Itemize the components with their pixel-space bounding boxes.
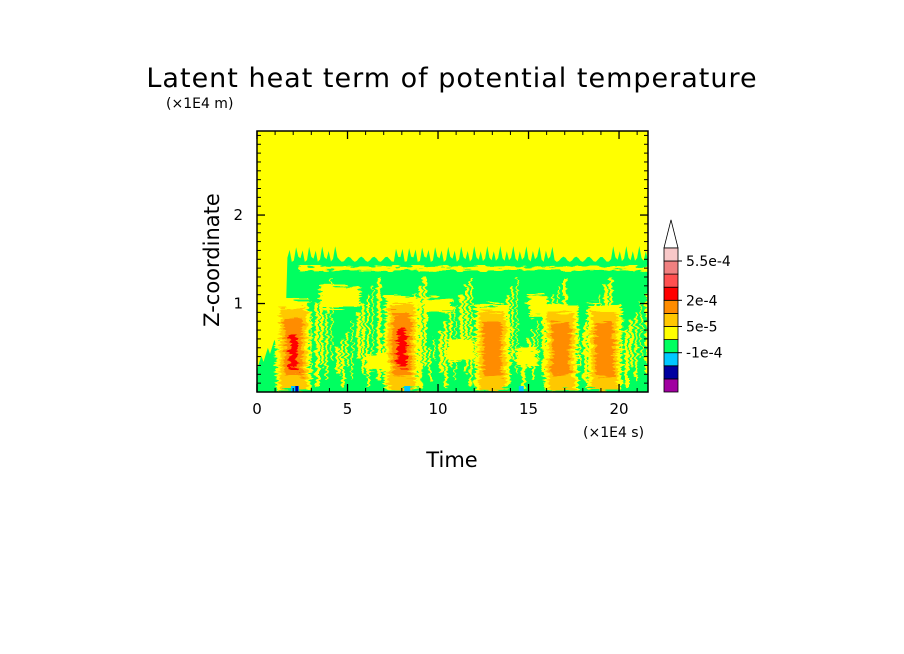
- yellow-patch: [528, 294, 547, 317]
- colorbar-level: [663, 339, 679, 354]
- colorbar-level: [663, 378, 679, 393]
- convective-event: [475, 304, 510, 391]
- streak: [310, 312, 312, 374]
- colorbar-label: 5e-5: [686, 320, 717, 336]
- streak: [537, 321, 539, 360]
- streak: [336, 347, 340, 374]
- streak: [459, 294, 464, 360]
- x-tick-label: 15: [519, 400, 538, 418]
- streak: [516, 277, 518, 374]
- streak: [635, 312, 638, 381]
- streak: [521, 347, 526, 388]
- streak: [315, 303, 319, 388]
- colorbar-level: [663, 326, 679, 341]
- streak: [583, 321, 588, 381]
- convective-event: [384, 295, 419, 391]
- streak: [434, 338, 436, 360]
- streak: [624, 330, 629, 388]
- streak: [444, 321, 448, 388]
- x-axis-title: Time: [425, 448, 477, 472]
- streak: [356, 312, 361, 360]
- colorbar-level: [663, 273, 679, 288]
- streak: [382, 347, 386, 360]
- streak: [578, 330, 580, 367]
- yellow-patch: [447, 338, 475, 362]
- yellow-patch: [320, 285, 361, 308]
- event-red: [397, 328, 406, 368]
- y-tick-label: 1: [233, 295, 243, 313]
- axes: 0 5 10 15 20 1 2: [233, 131, 648, 418]
- x-tick-label: 20: [609, 400, 628, 418]
- chart-title: Latent heat term of potential temperatur…: [146, 63, 757, 94]
- event-orange: [552, 322, 571, 377]
- colorbar-level: [663, 286, 679, 301]
- yellow-patch: [515, 347, 538, 366]
- colorbar-level: [663, 365, 679, 380]
- colorbar-extend-arrow: [663, 219, 679, 249]
- streak: [423, 277, 427, 367]
- streak: [346, 330, 349, 367]
- streak: [418, 285, 423, 388]
- streak: [367, 294, 369, 388]
- heatmap-field: [257, 131, 648, 392]
- convective-event: [276, 299, 311, 391]
- colorbar-level: [663, 312, 679, 327]
- yellow-patch: [423, 298, 453, 311]
- x-tick-label: 10: [428, 400, 447, 418]
- x-tick-label: 0: [252, 400, 262, 418]
- streak: [439, 330, 443, 374]
- streak: [351, 321, 353, 381]
- streak: [640, 303, 642, 360]
- streak: [341, 338, 344, 388]
- plot-frame: [256, 130, 649, 393]
- surface-speck: [291, 386, 300, 392]
- convective-event: [587, 304, 622, 391]
- colorbar-label: 2e-4: [686, 293, 718, 309]
- streak: [361, 303, 365, 374]
- streak: [320, 294, 324, 367]
- colorbar-level: [663, 247, 679, 262]
- upper-band: [298, 266, 648, 271]
- colorbar: -1e-4 5e-5 2e-4 5.5e-4: [663, 219, 731, 393]
- event-orange: [483, 322, 502, 377]
- streak: [465, 285, 468, 374]
- colorbar-label: 5.5e-4: [686, 254, 731, 270]
- colorbar-level: [663, 260, 679, 275]
- surface-speck: [518, 386, 524, 392]
- x-tick-label: 5: [343, 400, 353, 418]
- x-unit-label: (×1E4 s): [583, 425, 644, 441]
- colorbar-level: [663, 352, 679, 367]
- streak: [325, 285, 328, 381]
- streak: [428, 347, 431, 381]
- event-orange: [595, 322, 614, 377]
- streak: [511, 285, 514, 360]
- y-tick-label: 2: [233, 206, 243, 224]
- yellow-patch: [365, 353, 388, 370]
- streak: [645, 294, 648, 374]
- y-unit-label: (×1E4 m): [166, 96, 233, 112]
- streak: [372, 285, 374, 367]
- surface-speck: [404, 386, 411, 392]
- y-axis-title: Z-coordinate: [200, 193, 224, 327]
- colorbar-level: [663, 299, 679, 314]
- event-red: [289, 332, 298, 370]
- colorbar-label: -1e-4: [686, 346, 723, 362]
- surface-speck: [295, 386, 299, 392]
- streak: [377, 277, 381, 381]
- convective-event: [544, 304, 579, 391]
- streak: [330, 277, 333, 360]
- streak: [630, 321, 633, 367]
- streak: [470, 277, 473, 388]
